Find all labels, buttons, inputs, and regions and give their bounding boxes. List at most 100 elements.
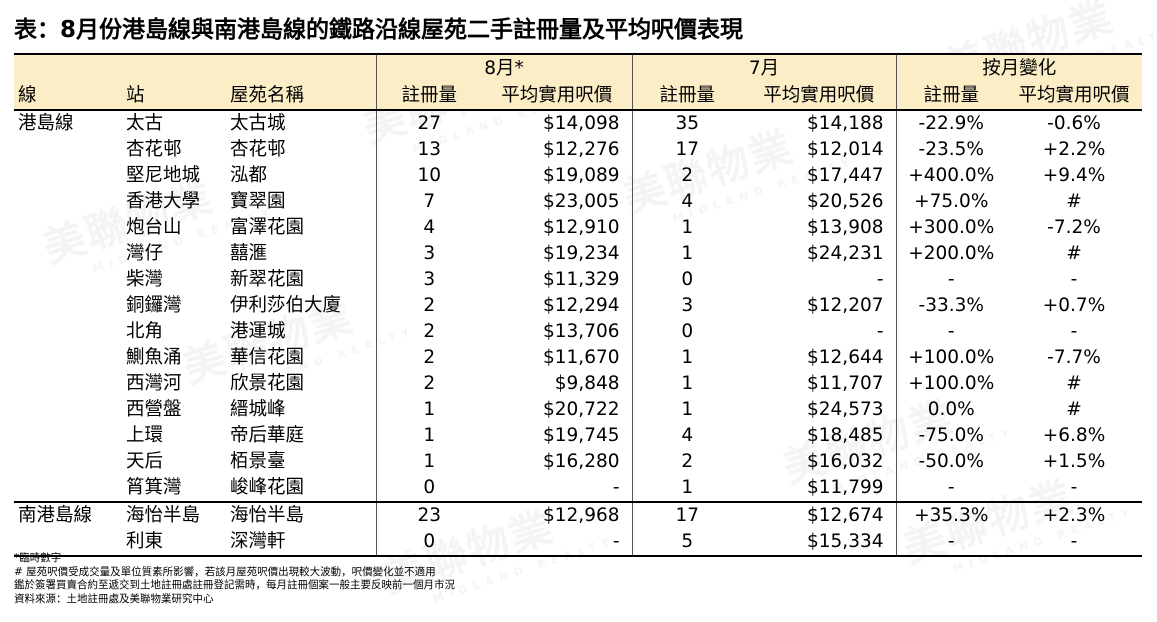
line-cell: 港島線 [18,113,74,134]
aug-reg-cell: 10 [375,163,483,189]
aug-price-cell: $14,098 [543,113,620,134]
line-cell [14,423,122,449]
line-cell [14,397,122,423]
line-cell [14,163,122,189]
aug-price-cell: $19,234 [543,243,620,264]
mom-price-cell: # [1066,191,1082,212]
mom-price-cell: - [1070,477,1078,498]
mom-reg-cell: -50.0% [895,449,1007,475]
station-cell: 鰂魚涌 [126,347,182,368]
jul-price-cell: $17,447 [807,165,884,186]
mom-reg-cell: +75.0% [895,189,1007,215]
jul-reg-cell: 17 [631,137,743,163]
line-cell [14,215,122,241]
aug-price-cell: $16,280 [543,451,620,472]
aug-price-cell: $12,968 [543,505,620,526]
jul-reg-cell: 17 [631,502,743,529]
jul-reg-cell: 1 [631,241,743,267]
table-row: 銅鑼灣 伊利莎伯大廈 2 $12,294 3 $12,207 -33.3% +0.7% [14,293,1142,319]
estate-cell: 栢景臺 [230,451,286,472]
header-row-columns: 線 站 屋苑名稱 註冊量 平均實用呎價 註冊量 平均實用呎價 註冊量 平均實用呎… [14,82,1143,110]
mom-reg-cell: +100.0% [895,371,1007,397]
footnotes: *臨時數字 # 屋苑呎價受成交量及單位質素所影響，若該月屋苑呎價出現較大波動，呎… [14,552,455,606]
aug-reg-cell: 2 [375,293,483,319]
aug-reg-cell: 1 [375,423,483,449]
jul-price-cell: $14,188 [807,113,884,134]
mom-reg-cell: - [895,475,1007,502]
table-row: 炮台山 富澤花園 4 $12,910 1 $13,908 +300.0% -7.2% [14,215,1142,241]
aug-reg-cell: 1 [375,449,483,475]
station-cell: 天后 [126,451,164,472]
mom-price-cell: - [1070,269,1078,290]
mom-reg-cell: - [895,529,1007,556]
mom-price-cell: -7.2% [1047,217,1101,238]
jul-price-cell: - [876,321,884,342]
table-row: 西灣河 欣景花園 2 $9,848 1 $11,707 +100.0% # [14,371,1142,397]
station-cell: 堅尼地城 [126,165,201,186]
estate-cell: 帝后華庭 [230,425,305,446]
line-cell [14,189,122,215]
line-cell [14,345,122,371]
mom-reg-cell: -75.0% [895,423,1007,449]
jul-reg-cell: 5 [631,529,743,556]
jul-price-cell: $20,526 [807,191,884,212]
mom-reg-cell: -33.3% [895,293,1007,319]
mom-price-cell: +6.8% [1042,425,1106,446]
jul-price-cell: $13,908 [807,217,884,238]
table-row: 西營盤 縉城峰 1 $20,722 1 $24,573 0.0% # [14,397,1142,423]
header-row-periods: 8月* 7月 按月變化 [14,54,1143,82]
mom-price-cell: - [1070,531,1078,552]
mom-reg-cell: - [895,319,1007,345]
table-row: 港島線 太古 太古城 27 $14,098 35 $14,188 -22.9% -0.6% [14,110,1142,137]
header-jul: 7月 [631,54,897,82]
jul-reg-cell: 1 [631,345,743,371]
table-row: 杏花邨 杏花邨 13 $12,276 17 $12,014 -23.5% +2.2% [14,137,1142,163]
estate-cell: 深灣軒 [230,531,286,552]
header-aug-reg: 註冊量 [375,82,483,110]
estate-cell: 新翠花園 [230,269,305,290]
aug-price-cell: $12,276 [543,139,620,160]
jul-price-cell: $11,799 [807,477,884,498]
table-row: 灣仔 囍滙 3 $19,234 1 $24,231 +200.0% # [14,241,1142,267]
jul-reg-cell: 0 [631,319,743,345]
line-cell: 南港島線 [18,505,93,526]
mom-reg-cell: 0.0% [895,397,1007,423]
jul-price-cell: $18,485 [807,425,884,446]
mom-price-cell: +9.4% [1042,165,1106,186]
jul-reg-cell: 1 [631,215,743,241]
header-aug-price: 平均實用呎價 [482,82,633,110]
mom-reg-cell: +35.3% [895,502,1007,529]
mom-reg-cell: - [895,267,1007,293]
mom-price-cell: -7.7% [1047,347,1101,368]
jul-reg-cell: 2 [631,449,743,475]
aug-reg-cell: 13 [375,137,483,163]
estate-cell: 華信花園 [230,347,305,368]
estate-cell: 欣景花園 [230,373,305,394]
table-row: 柴灣 新翠花園 3 $11,329 0- - - [14,267,1142,293]
estate-cell: 富澤花園 [230,217,305,238]
station-cell: 筲箕灣 [126,477,182,498]
jul-price-cell: $12,014 [807,139,884,160]
mom-price-cell: +0.7% [1042,295,1106,316]
jul-price-cell: $12,644 [807,347,884,368]
aug-reg-cell: 0 [375,529,483,556]
jul-price-cell: $12,207 [807,295,884,316]
estate-cell: 泓都 [230,165,268,186]
estate-cell: 伊利莎伯大廈 [230,295,342,316]
line-cell [14,267,122,293]
aug-price-cell: $23,005 [543,191,620,212]
aug-reg-cell: 27 [375,110,483,137]
table-row: 北角 港運城 2 $13,706 0- - - [14,319,1142,345]
jul-reg-cell: 3 [631,293,743,319]
mom-price-cell: # [1066,243,1082,264]
station-cell: 北角 [126,321,164,342]
aug-reg-cell: 3 [375,267,483,293]
header-aug: 8月* [375,54,633,82]
aug-reg-cell: 0 [375,475,483,502]
table-row: 利東 深灣軒 0-5 $15,334- - [14,529,1143,556]
data-table: 8月* 7月 按月變化 線 站 屋苑名稱 註冊量 平均實用呎價 註冊量 平均實用… [14,53,1143,557]
header-station: 站 [122,82,226,110]
jul-reg-cell: 2 [631,163,743,189]
aug-price-cell: $11,329 [543,269,620,290]
line-cell [14,371,122,397]
